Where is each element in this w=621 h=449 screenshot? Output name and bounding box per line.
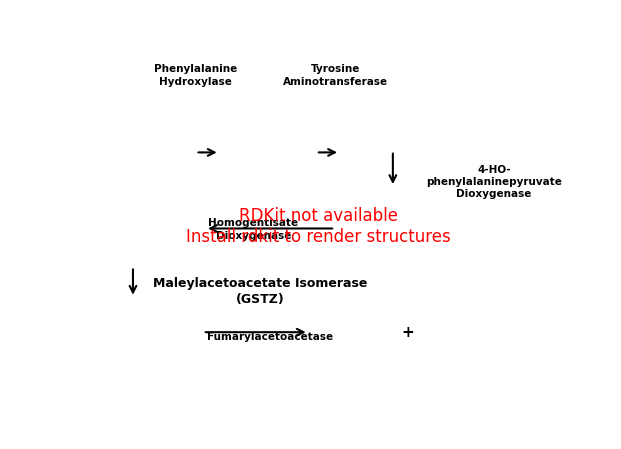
Text: Tyrosine
Aminotransferase: Tyrosine Aminotransferase — [283, 64, 388, 87]
Text: Fumarylacetoacetase: Fumarylacetoacetase — [207, 332, 333, 342]
Text: RDKit not available
Install rdkit to render structures: RDKit not available Install rdkit to ren… — [186, 207, 451, 246]
Text: Phenylalanine
Hydroxylase: Phenylalanine Hydroxylase — [154, 64, 237, 87]
Text: +: + — [401, 325, 414, 340]
Text: Homogentisate
Dioxygenase: Homogentisate Dioxygenase — [208, 218, 298, 241]
Text: Maleylacetoacetate Isomerase
(GSTZ): Maleylacetoacetate Isomerase (GSTZ) — [153, 277, 368, 306]
Text: 4-HO-
phenylalaninepyruvate
Dioxygenase: 4-HO- phenylalaninepyruvate Dioxygenase — [426, 164, 562, 199]
